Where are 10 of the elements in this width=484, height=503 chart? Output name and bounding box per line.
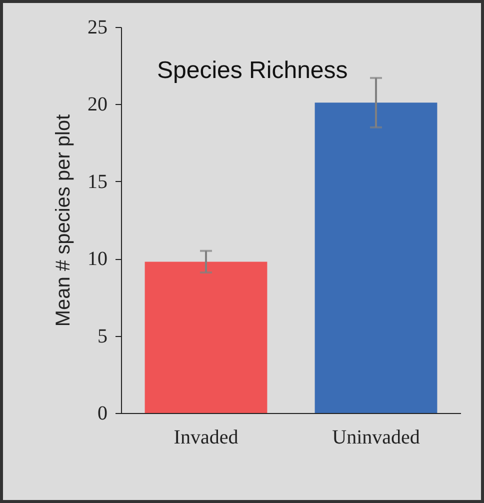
y-tick-label: 5 — [98, 325, 108, 348]
x-tick-label: Invaded — [174, 426, 238, 448]
y-tick-label: 20 — [88, 94, 108, 116]
y-tick-label: 15 — [88, 170, 108, 193]
y-tick-label: 25 — [88, 16, 108, 38]
y-tick-label: 0 — [98, 402, 108, 424]
y-tick-label: 10 — [88, 248, 108, 270]
text: Species Richness — [157, 57, 348, 84]
x-tick-label: Uninvaded — [332, 426, 420, 448]
y-axis-title: Mean # species per plot — [52, 114, 74, 327]
